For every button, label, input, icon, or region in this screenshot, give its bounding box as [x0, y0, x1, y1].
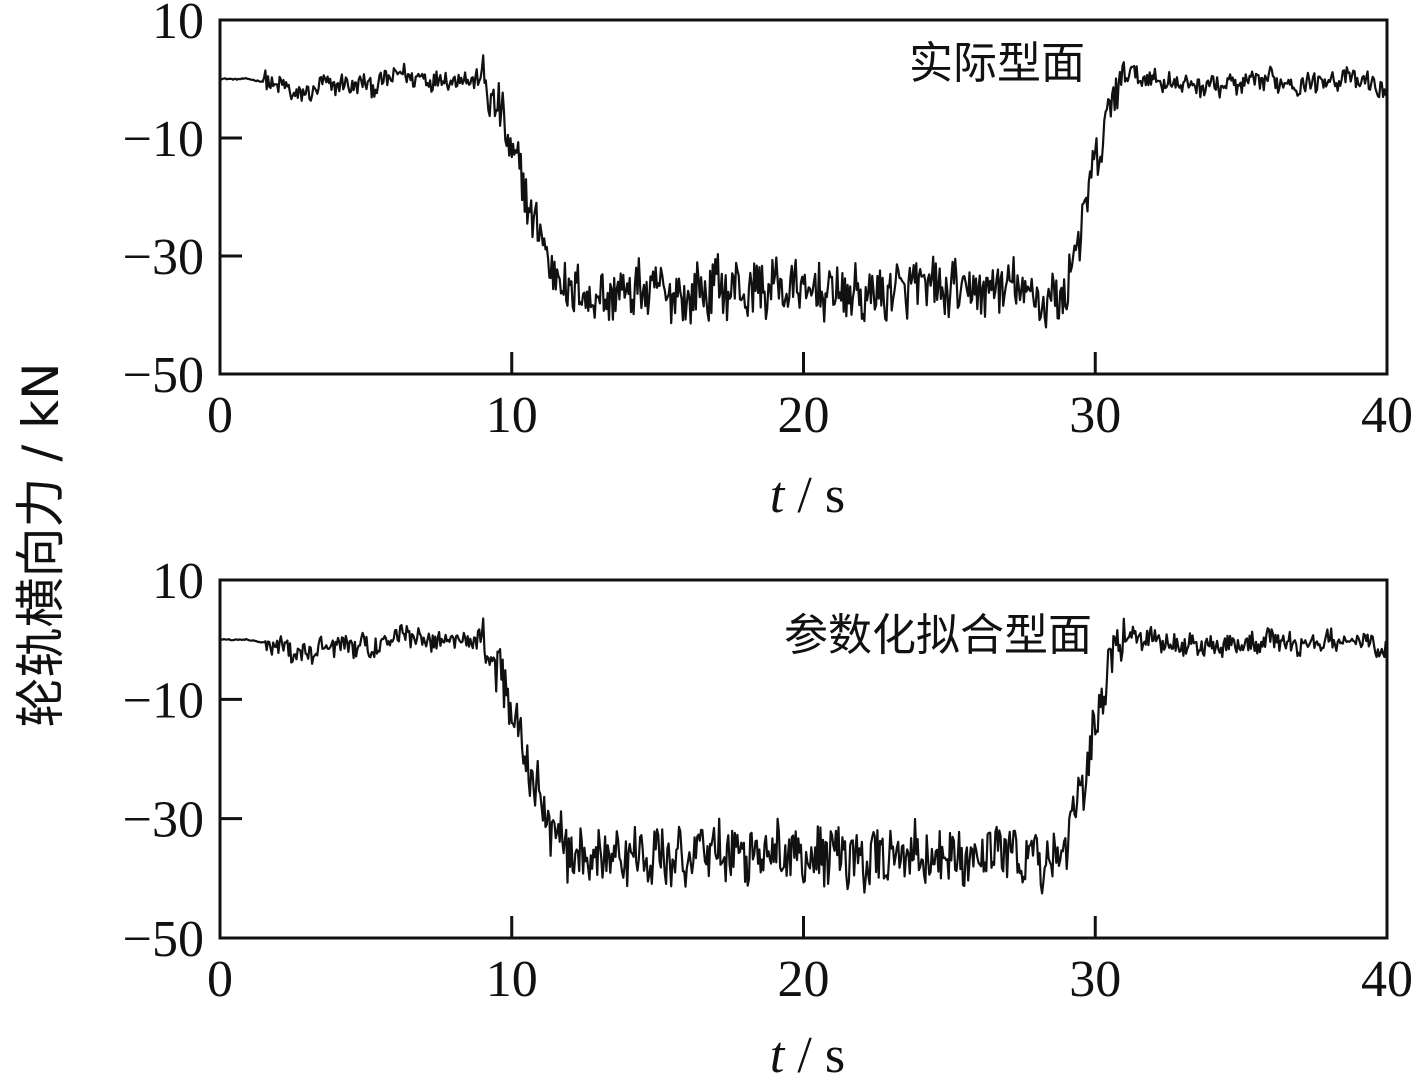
- x-tick-label: 10: [486, 387, 538, 444]
- panel-label: 实际型面: [909, 38, 1085, 89]
- x-tick-label: 40: [1361, 387, 1413, 444]
- panel-label: 参数化拟合型面: [784, 610, 1092, 661]
- chart-panel-1: 0 10 20 30 40 10 −10 −30 −50 实际型面 t / s: [123, 0, 1413, 524]
- x-tick-label: 30: [1069, 387, 1121, 444]
- y-tick-label: −30: [123, 792, 204, 849]
- x-tick-label: 0: [207, 387, 233, 444]
- x-tick-label: 0: [207, 951, 233, 1008]
- plot-frame: [218, 18, 1389, 376]
- y-tick-label: −10: [123, 672, 204, 729]
- series-line: [219, 54, 1389, 329]
- x-tick-label: 20: [778, 387, 830, 444]
- y-tick-label: 10: [152, 553, 204, 610]
- chart-panel-2: 0 10 20 30 40 10 −10 −30 −50 参数化拟合型面 t / s: [123, 553, 1413, 1084]
- y-tick-label: 10: [152, 0, 204, 50]
- x-axis-label: t / s: [770, 1027, 845, 1084]
- y-tick-label: −50: [123, 911, 204, 968]
- y-tick-label: −10: [123, 111, 204, 168]
- x-tick-label: 20: [778, 951, 830, 1008]
- series-line: [219, 617, 1388, 895]
- y-tick-label: −50: [123, 347, 204, 404]
- x-tick-label: 10: [486, 951, 538, 1008]
- y-axis-label: 轮轨横向力 / kN: [12, 363, 70, 728]
- x-tick-label: 30: [1069, 951, 1121, 1008]
- x-axis-label: t / s: [770, 467, 845, 524]
- x-tick-label: 40: [1361, 951, 1413, 1008]
- y-tick-label: −30: [123, 229, 204, 286]
